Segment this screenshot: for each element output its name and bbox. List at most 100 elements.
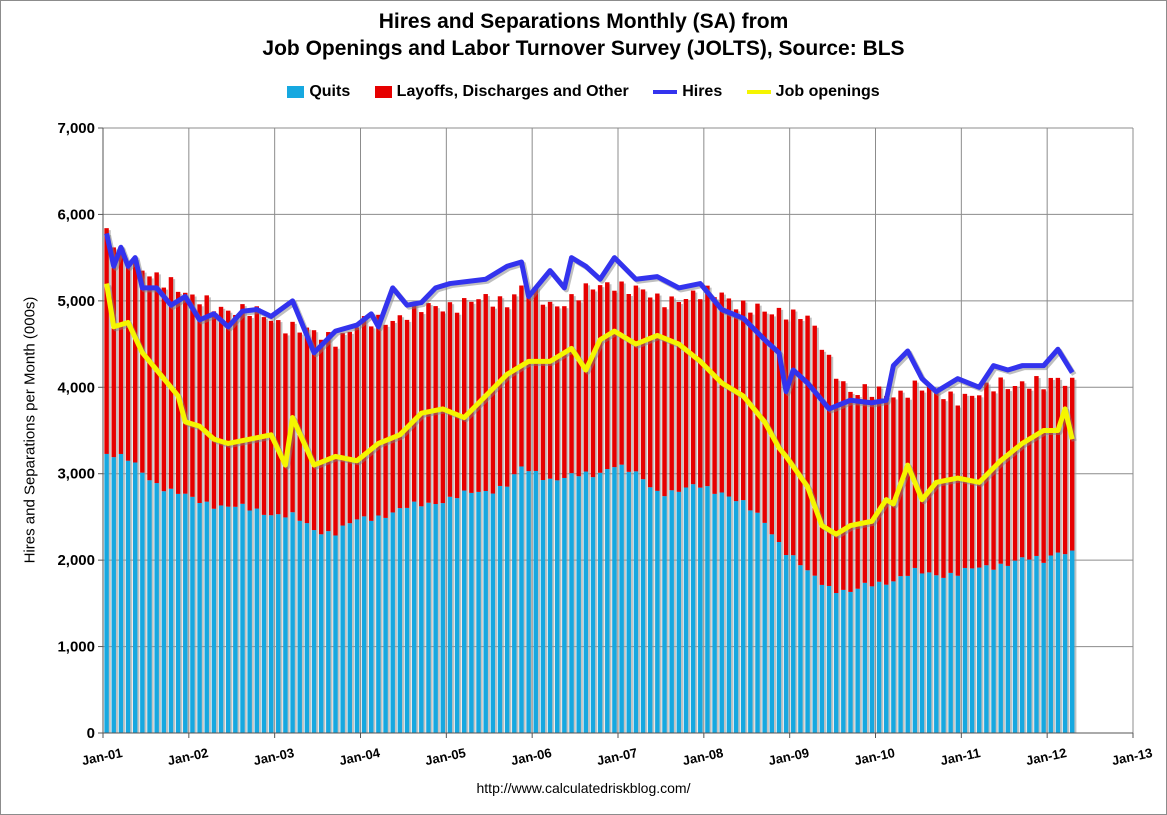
bar-quits [912, 567, 918, 733]
bar-quits [1069, 550, 1075, 733]
bar-quits [862, 582, 867, 733]
bar-quits [526, 471, 531, 733]
bar-quits [118, 453, 124, 733]
bar-layoffs [390, 320, 395, 513]
bar-layoffs [283, 333, 288, 518]
bar-layoffs [626, 294, 631, 472]
legend-swatch-quits [287, 85, 305, 98]
bar-quits [554, 480, 560, 733]
bar-quits [304, 523, 310, 733]
x-tick-label: Jan-01 [80, 745, 123, 768]
bar-quits [769, 534, 775, 733]
bar-quits [1012, 560, 1018, 733]
legend-swatch-layoffs [374, 85, 392, 98]
bar-quits [655, 490, 660, 733]
bar-quits [483, 490, 488, 733]
bar-quits [719, 492, 724, 733]
bar-quits [411, 501, 417, 733]
bar-quits [934, 575, 939, 733]
bar-layoffs [369, 326, 374, 521]
legend-label-hires: Hires [682, 83, 723, 100]
bar-quits [247, 510, 252, 733]
bar-quits [740, 500, 746, 733]
chart-title-block: Hires and Separations Monthly (SA) from … [0, 8, 1167, 62]
legend-line-hires [653, 89, 678, 94]
legend-label-quits: Quits [309, 83, 351, 100]
bar-quits [268, 515, 274, 733]
bar-layoffs [1005, 389, 1011, 566]
bar-quits [540, 480, 546, 733]
bar-quits [976, 567, 982, 733]
bar-layoffs [454, 312, 460, 499]
bar-quits [218, 505, 224, 733]
bar-layoffs [583, 283, 589, 472]
bar-layoffs [419, 312, 424, 507]
bar-quits [805, 570, 810, 733]
bar-layoffs [719, 292, 724, 493]
bar-layoffs [1019, 381, 1025, 558]
bar-layoffs [755, 303, 760, 513]
bar-quits [454, 498, 460, 733]
x-tick-label: Jan-08 [681, 745, 724, 768]
bar-quits [369, 520, 374, 733]
bar-quits [712, 493, 717, 733]
bar-layoffs [276, 320, 281, 515]
bar-layoffs [104, 228, 109, 454]
bar-quits [626, 471, 631, 733]
bar-quits [662, 496, 667, 733]
bar-layoffs [161, 287, 167, 492]
bar-layoffs [197, 304, 202, 503]
y-tick-label: 6,000 [57, 206, 95, 223]
bar-quits [576, 476, 581, 733]
bar-layoffs [1062, 385, 1068, 555]
bar-layoffs [733, 309, 739, 502]
bar-layoffs [805, 315, 810, 571]
bar-layoffs [740, 300, 746, 501]
bar-layoffs [490, 306, 496, 494]
bar-layoffs [240, 304, 245, 504]
bar-layoffs [812, 325, 817, 576]
bar-layoffs [769, 314, 775, 535]
bar-layoffs [862, 384, 867, 583]
bar-layoffs [676, 302, 682, 492]
bar-layoffs [233, 314, 238, 507]
source-note: http://www.calculatedriskblog.com/ [476, 780, 691, 796]
bar-quits [447, 496, 453, 733]
bar-layoffs [826, 354, 832, 586]
bar-layoffs [461, 298, 467, 491]
bar-layoffs [705, 285, 710, 487]
bar-quits [941, 577, 946, 733]
bar-layoffs [361, 316, 367, 517]
bar-quits [397, 508, 403, 733]
bar-layoffs [383, 324, 388, 518]
bar-layoffs [783, 319, 789, 556]
bar-quits [440, 503, 445, 733]
bar-layoffs [304, 327, 310, 524]
bar-layoffs [605, 282, 610, 470]
bar-quits [955, 575, 960, 733]
bar-quits [969, 568, 975, 733]
bar-layoffs [726, 298, 732, 497]
bar-quits [876, 581, 882, 733]
bar-layoffs [855, 395, 860, 589]
bar-layoffs [326, 332, 331, 532]
bar-layoffs [662, 307, 667, 497]
bar-layoffs [225, 310, 231, 507]
legend-item-job-openings: Job openings [746, 83, 880, 101]
chart-title: Hires and Separations Monthly (SA) from [378, 10, 789, 33]
bar-quits [733, 501, 739, 733]
bar-quits [512, 474, 517, 733]
bar-layoffs [647, 297, 653, 488]
bar-quits [905, 575, 910, 733]
bar-layoffs [512, 294, 517, 475]
bar-quits [669, 490, 674, 733]
bar-quits [333, 535, 338, 733]
bar-quits [190, 496, 195, 733]
bar-quits [183, 493, 188, 733]
bar-quits [819, 584, 825, 733]
bar-quits [426, 502, 431, 733]
bar-quits [705, 486, 710, 733]
bar-quits [640, 479, 646, 733]
bar-layoffs [612, 290, 617, 468]
bar-layoffs [340, 332, 345, 526]
